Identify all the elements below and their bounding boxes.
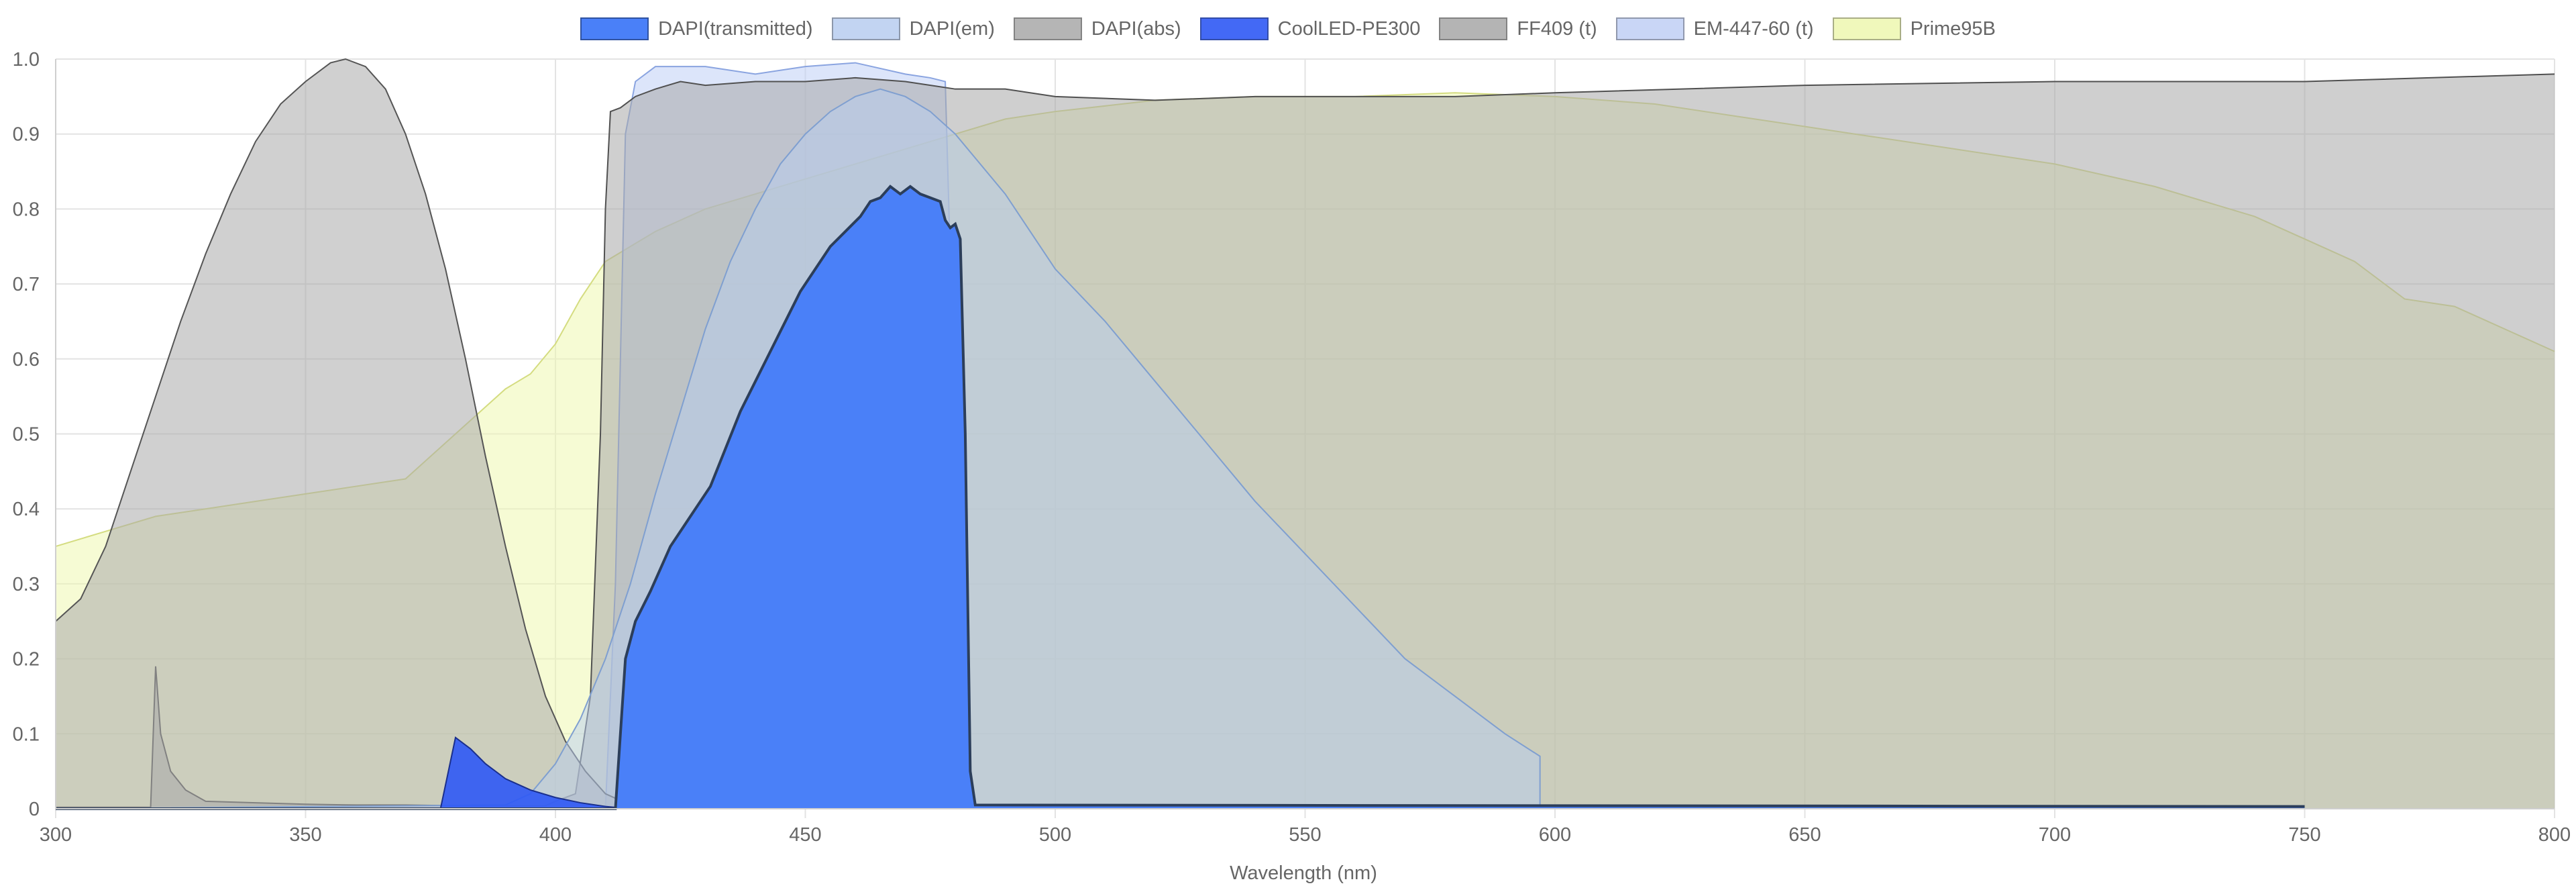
y-tick-label: 0.1 [13, 724, 40, 745]
y-tick-label: 0.7 [13, 274, 40, 295]
series-line-dapi-em [55, 88, 1541, 809]
y-tick-label: 0.6 [13, 349, 40, 370]
x-axis-title: Wavelength (nm) [1230, 862, 1377, 884]
x-tick-label: 450 [789, 824, 821, 846]
legend-item-dapi-em[interactable]: DAPI(em) [831, 17, 995, 40]
legend-item-em-447-60-t[interactable]: EM-447-60 (t) [1615, 17, 1814, 40]
series-line-coolled-pe300 [56, 736, 2305, 809]
legend-label: EM-447-60 (t) [1693, 17, 1814, 40]
legend-label: DAPI(em) [909, 17, 995, 40]
legend-label: DAPI(abs) [1091, 17, 1181, 40]
y-tick-label: 0.9 [13, 124, 40, 146]
series-line-dapi-transmitted [56, 185, 2305, 810]
legend-item-coolled-pe300[interactable]: CoolLED-PE300 [1199, 17, 1421, 40]
legend-item-dapi-transmitted[interactable]: DAPI(transmitted) [580, 17, 813, 40]
legend-swatch [1439, 17, 1508, 40]
x-tick-label: 600 [1539, 824, 1571, 846]
legend-item-prime95b[interactable]: Prime95B [1832, 17, 1996, 40]
y-tick-label: 0.3 [13, 574, 40, 595]
series-layer [55, 58, 2555, 810]
legend: DAPI(transmitted) DAPI(em) DAPI(abs) CoolLE… [0, 17, 2576, 40]
legend-swatch [1615, 17, 1684, 40]
x-tick-label: 500 [1039, 824, 1071, 846]
x-tick-label: 750 [2288, 824, 2320, 846]
x-tick-label: 650 [1788, 824, 1821, 846]
series-line-dapi-abs [55, 58, 656, 809]
legend-label: DAPI(transmitted) [658, 17, 813, 40]
legend-item-ff409-t[interactable]: FF409 (t) [1439, 17, 1597, 40]
x-tick-label: 300 [40, 824, 72, 846]
y-tick-label: 0 [29, 799, 40, 820]
series-area-dapi-abs [56, 59, 655, 809]
legend-swatch [1199, 17, 1269, 40]
legend-swatch [831, 17, 900, 40]
axes: 0 0.1 0.2 0.3 0.4 0.5 0.6 0.7 0.8 0.9 1.0 300 350 400… [13, 49, 2571, 846]
legend-swatch [580, 17, 649, 40]
x-tick-label: 550 [1289, 824, 1321, 846]
x-tick-label: 350 [289, 824, 321, 846]
x-tick-label: 700 [2039, 824, 2071, 846]
legend-label: FF409 (t) [1517, 17, 1597, 40]
legend-swatch [1013, 17, 1082, 40]
y-tick-label: 0.8 [13, 199, 40, 220]
legend-item-dapi-abs[interactable]: DAPI(abs) [1013, 17, 1181, 40]
legend-label: Prime95B [1910, 17, 1996, 40]
x-tick-label: 400 [539, 824, 572, 846]
x-tick-label: 800 [2538, 824, 2571, 846]
legend-swatch [1832, 17, 1901, 40]
y-tick-label: 0.2 [13, 649, 40, 670]
y-tick-label: 0.5 [13, 424, 40, 446]
legend-label: CoolLED-PE300 [1277, 17, 1421, 40]
y-tick-label: 1.0 [13, 49, 40, 70]
y-tick-label: 0.4 [13, 499, 40, 520]
